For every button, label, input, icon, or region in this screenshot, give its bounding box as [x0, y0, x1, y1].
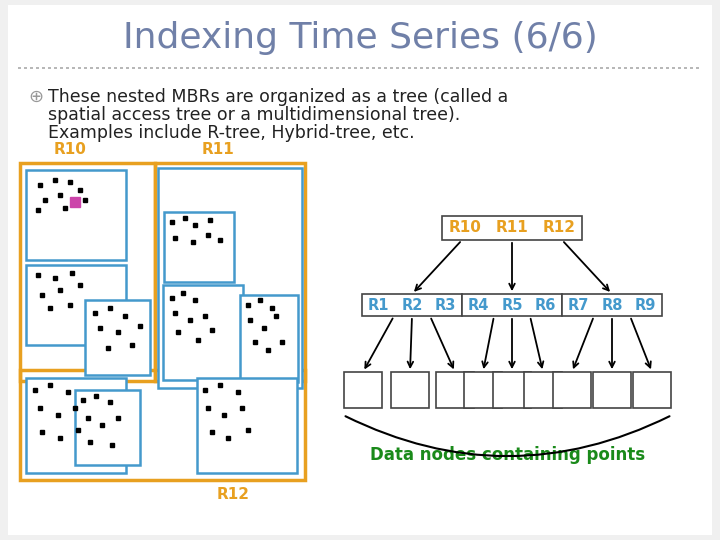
FancyBboxPatch shape [8, 5, 712, 535]
Text: R6: R6 [535, 298, 556, 313]
Text: R1: R1 [368, 298, 390, 313]
Text: R4: R4 [468, 298, 490, 313]
FancyBboxPatch shape [593, 372, 631, 408]
FancyBboxPatch shape [493, 372, 531, 408]
FancyBboxPatch shape [75, 390, 140, 465]
FancyBboxPatch shape [462, 294, 562, 316]
FancyBboxPatch shape [524, 372, 562, 408]
Text: R11: R11 [202, 142, 235, 157]
FancyBboxPatch shape [240, 295, 298, 382]
FancyBboxPatch shape [26, 378, 126, 473]
Text: Data nodes containing points: Data nodes containing points [370, 446, 645, 464]
FancyBboxPatch shape [163, 285, 243, 380]
FancyBboxPatch shape [197, 378, 297, 473]
Text: Examples include R-tree, Hybrid-tree, etc.: Examples include R-tree, Hybrid-tree, et… [48, 124, 415, 142]
FancyBboxPatch shape [442, 216, 582, 240]
Text: spatial access tree or a multidimensional tree).: spatial access tree or a multidimensiona… [48, 106, 460, 124]
Text: R5: R5 [501, 298, 523, 313]
FancyBboxPatch shape [158, 168, 302, 388]
FancyBboxPatch shape [436, 372, 474, 408]
Text: ⊕: ⊕ [28, 88, 43, 106]
FancyBboxPatch shape [464, 372, 502, 408]
Text: R7: R7 [568, 298, 590, 313]
FancyBboxPatch shape [391, 372, 429, 408]
FancyBboxPatch shape [85, 300, 150, 375]
Text: These nested MBRs are organized as a tree (called a: These nested MBRs are organized as a tre… [48, 88, 508, 106]
Text: R2: R2 [401, 298, 423, 313]
FancyBboxPatch shape [562, 294, 662, 316]
Text: R12: R12 [542, 220, 575, 235]
Text: R10: R10 [53, 142, 86, 157]
Text: R11: R11 [495, 220, 528, 235]
FancyBboxPatch shape [26, 170, 126, 260]
FancyBboxPatch shape [362, 294, 462, 316]
FancyBboxPatch shape [633, 372, 671, 408]
FancyBboxPatch shape [553, 372, 591, 408]
Text: R12: R12 [217, 487, 250, 502]
Text: R3: R3 [435, 298, 456, 313]
Text: Indexing Time Series (6/6): Indexing Time Series (6/6) [122, 21, 598, 55]
Text: R10: R10 [449, 220, 482, 235]
FancyBboxPatch shape [164, 212, 234, 282]
FancyBboxPatch shape [26, 265, 126, 345]
FancyBboxPatch shape [344, 372, 382, 408]
Text: R9: R9 [634, 298, 656, 313]
Text: R8: R8 [601, 298, 623, 313]
